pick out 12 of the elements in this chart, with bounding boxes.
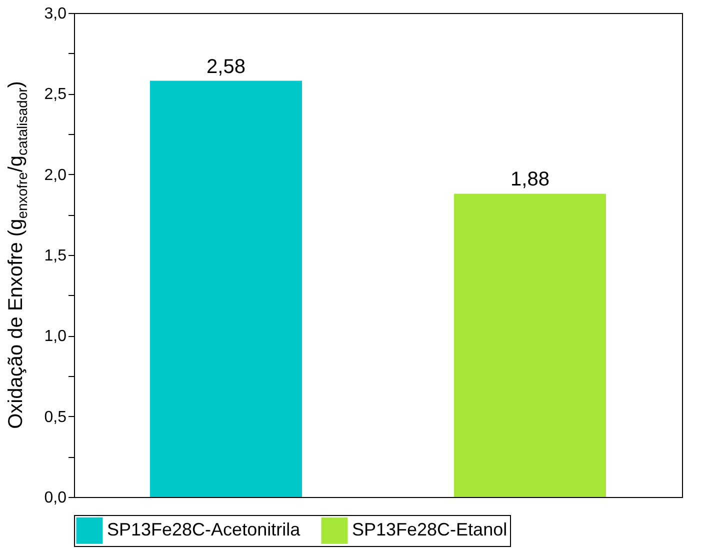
y-tick-label: 0,5 — [44, 408, 67, 426]
y-tick-label: 1,0 — [44, 328, 67, 346]
y-tick-label: 2,5 — [44, 86, 67, 104]
data-label: 2,58 — [206, 56, 246, 78]
legend-label: SP13Fe28C-Acetonitrila — [107, 520, 302, 540]
data-label: 1,88 — [510, 168, 550, 191]
y-tick-label: 2,0 — [44, 166, 67, 184]
legend-label: SP13Fe28C-Etanol — [352, 520, 508, 540]
y-tick-label: 1,5 — [44, 248, 67, 264]
y-tick-label: 0,0 — [44, 490, 67, 506]
y-tick-label: 3,0 — [44, 6, 67, 22]
y-axis-title: Oxidação de Enxofre (genxofre/gcatalisador) — [5, 81, 30, 429]
